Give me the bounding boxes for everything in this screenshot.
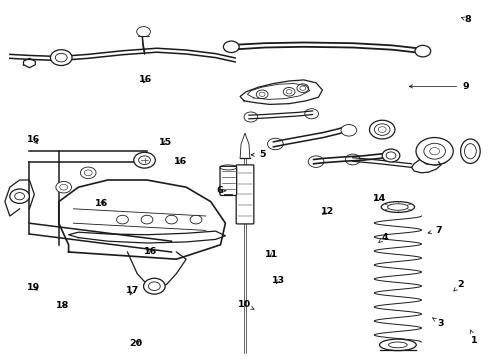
Text: 2: 2 [454, 280, 464, 291]
Circle shape [259, 92, 265, 96]
Text: 16: 16 [173, 157, 187, 166]
Ellipse shape [461, 139, 480, 163]
Text: 18: 18 [56, 301, 70, 310]
Text: 11: 11 [265, 251, 279, 259]
Circle shape [84, 170, 92, 176]
Text: 7: 7 [428, 226, 442, 235]
Text: 16: 16 [139, 75, 153, 84]
Circle shape [166, 215, 177, 224]
Circle shape [56, 181, 72, 193]
Text: 9: 9 [409, 82, 469, 91]
Text: 6: 6 [216, 186, 226, 195]
Circle shape [60, 184, 68, 190]
Circle shape [148, 282, 160, 291]
Circle shape [190, 215, 202, 224]
Circle shape [15, 193, 24, 200]
Circle shape [139, 156, 150, 165]
FancyBboxPatch shape [236, 165, 254, 224]
Circle shape [369, 120, 395, 139]
Text: 20: 20 [130, 339, 143, 348]
Circle shape [286, 90, 292, 94]
Circle shape [341, 125, 357, 136]
Text: 14: 14 [373, 194, 387, 202]
Circle shape [297, 84, 309, 93]
Circle shape [424, 143, 445, 159]
Text: 16: 16 [95, 199, 109, 208]
Text: 1: 1 [470, 330, 478, 345]
Text: 5: 5 [251, 150, 266, 159]
Text: 19: 19 [26, 283, 40, 292]
Circle shape [117, 215, 128, 224]
Circle shape [10, 189, 29, 203]
Circle shape [415, 45, 431, 57]
Circle shape [141, 215, 153, 224]
Circle shape [430, 148, 440, 155]
Text: 4: 4 [379, 233, 388, 243]
Circle shape [374, 124, 390, 135]
Circle shape [416, 138, 453, 165]
Circle shape [382, 149, 400, 162]
Circle shape [223, 41, 239, 53]
Circle shape [134, 152, 155, 168]
Text: 17: 17 [125, 287, 139, 295]
Text: 15: 15 [159, 138, 172, 147]
Text: 10: 10 [238, 300, 254, 309]
Circle shape [50, 50, 72, 66]
Text: 16: 16 [144, 248, 158, 256]
Circle shape [256, 90, 268, 99]
Text: 3: 3 [433, 318, 444, 328]
Circle shape [144, 278, 165, 294]
Circle shape [283, 87, 295, 96]
Circle shape [80, 167, 96, 179]
Circle shape [137, 27, 150, 37]
FancyBboxPatch shape [220, 166, 237, 195]
Text: 13: 13 [272, 276, 285, 285]
Ellipse shape [465, 144, 476, 159]
Text: 12: 12 [320, 207, 334, 216]
Text: 16: 16 [26, 135, 40, 144]
Circle shape [378, 127, 386, 132]
Circle shape [300, 86, 306, 90]
Text: 8: 8 [462, 15, 471, 24]
Circle shape [55, 53, 67, 62]
